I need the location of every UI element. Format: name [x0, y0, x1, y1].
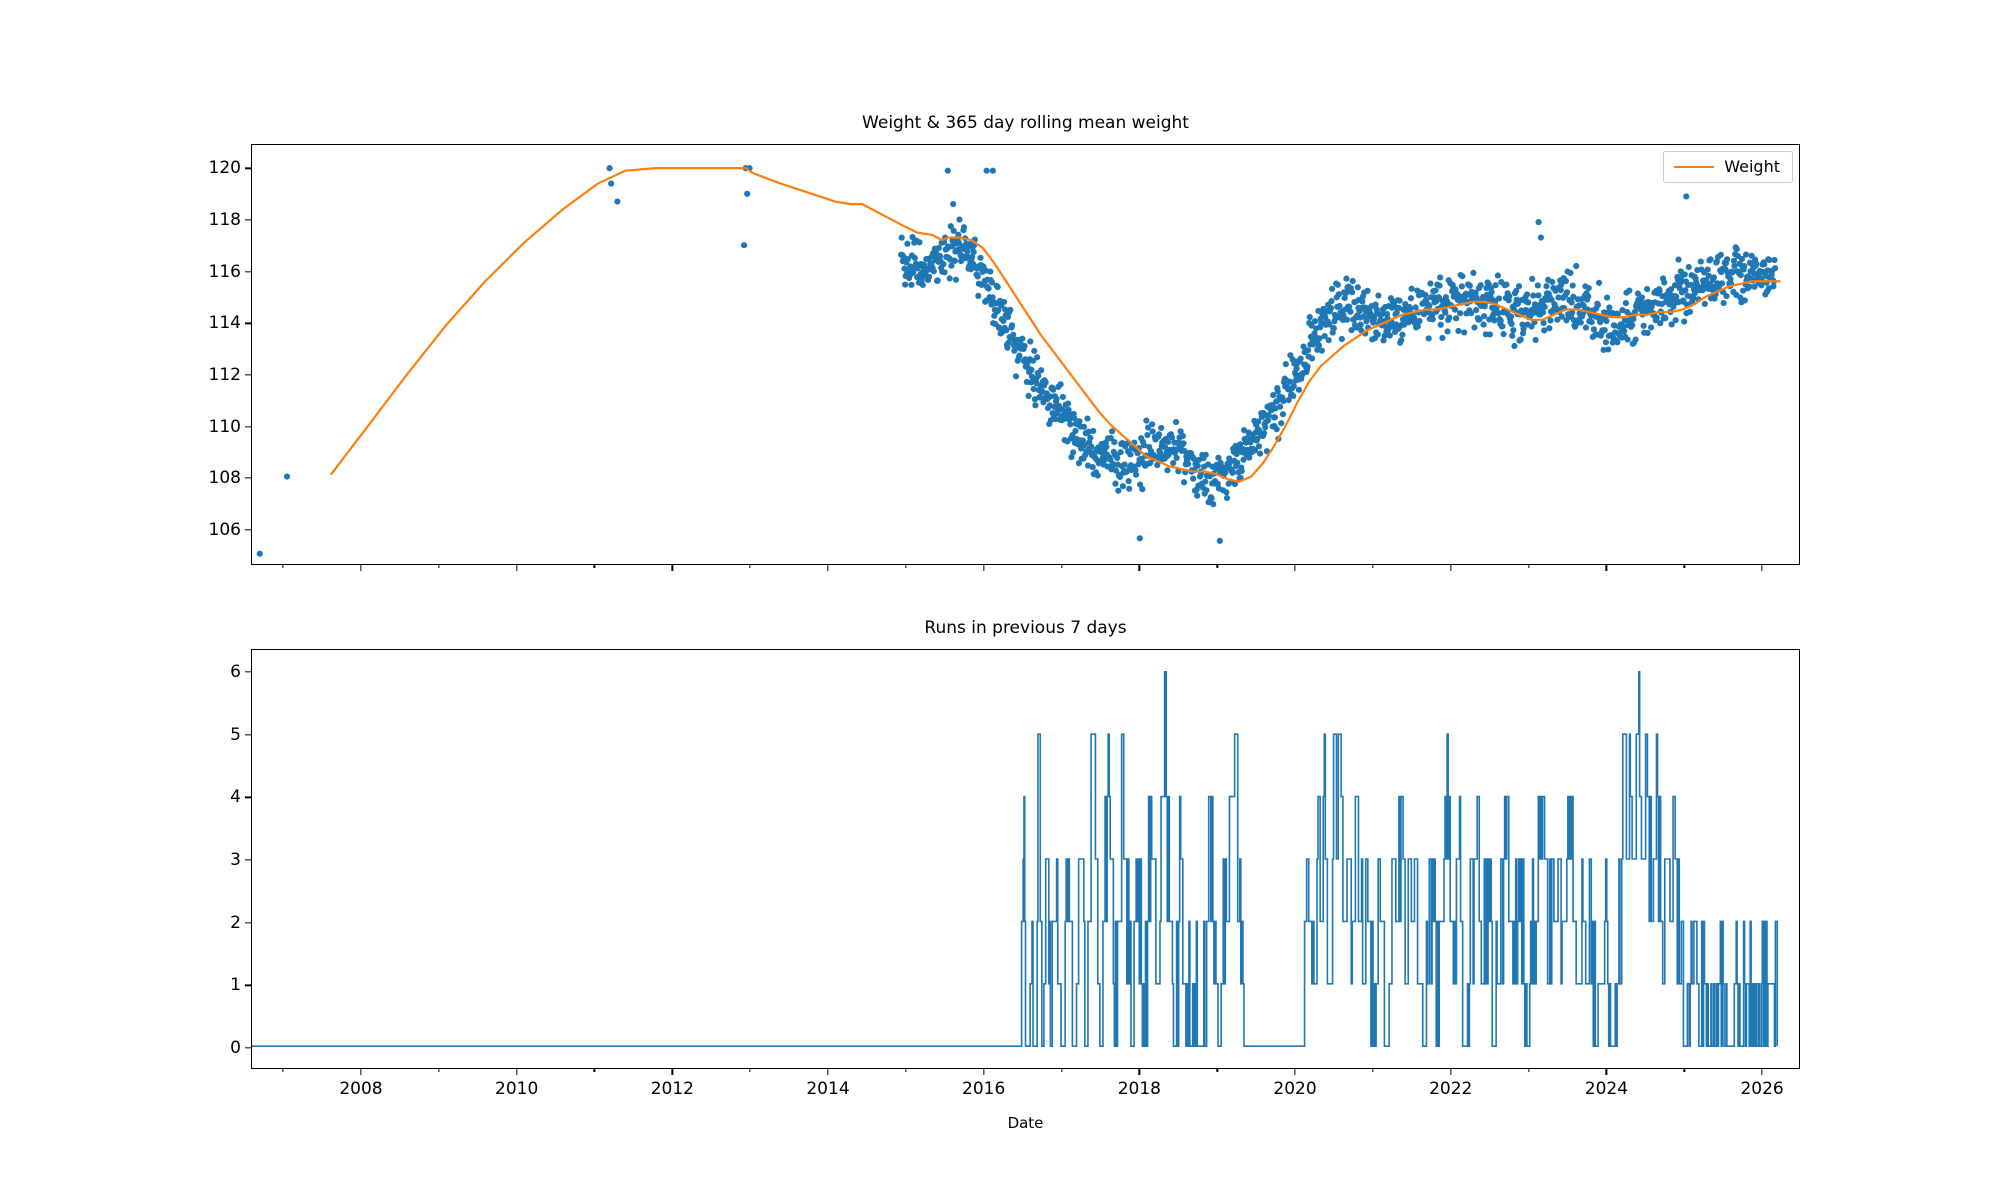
- weight-xtick-mark: [593, 564, 596, 568]
- runs-ytick-label: 5: [230, 724, 241, 745]
- runs-ytick-label: 2: [230, 912, 241, 933]
- weight-ytick-label: 108: [208, 468, 241, 489]
- weight-xtick-mark: [1450, 564, 1452, 571]
- runs-ytick-mark: [245, 984, 252, 987]
- runs-xtick-label: 2022: [1429, 1079, 1473, 1099]
- runs-xtick-mark: [749, 1068, 751, 1072]
- weight-chart-legend[interactable]: Weight: [1663, 151, 1793, 183]
- weight-xtick-mark: [749, 564, 751, 568]
- weight-ytick-mark: [245, 167, 252, 169]
- weight-plot-canvas: [256, 165, 1781, 557]
- runs-xtick-mark: [671, 1068, 673, 1075]
- legend-line-weight-icon: [1674, 166, 1715, 168]
- weight-xtick-mark: [1294, 564, 1296, 571]
- weight-xtick-mark: [1527, 564, 1530, 568]
- weight-xtick-mark: [1060, 564, 1063, 568]
- runs-xtick-mark: [360, 1068, 362, 1075]
- runs-ytick-mark: [245, 1047, 252, 1049]
- runs-xtick-mark: [1138, 1068, 1141, 1075]
- runs-xtick-label: 2024: [1584, 1079, 1629, 1099]
- runs-step-line: [252, 671, 1779, 1047]
- weight-xtick-mark: [1605, 564, 1608, 571]
- weight-xtick-mark: [1216, 564, 1218, 568]
- runs-xtick-mark: [827, 1068, 829, 1075]
- runs-ytick-label: 3: [230, 850, 241, 870]
- weight-scatter-points: [256, 165, 1779, 557]
- runs-xtick-label: 2010: [495, 1079, 539, 1099]
- weight-chart-title: Weight & 365 day rolling mean weight: [862, 113, 1189, 133]
- runs-xtick-mark: [515, 1068, 518, 1075]
- weight-xtick-mark: [827, 564, 829, 571]
- runs-xtick-mark: [1450, 1068, 1452, 1075]
- runs-xtick-mark: [1060, 1068, 1063, 1072]
- weight-ytick-mark: [245, 219, 252, 221]
- weight-xtick-mark: [905, 564, 907, 568]
- runs-ytick-label: 1: [230, 975, 241, 996]
- runs-xtick-mark: [1683, 1068, 1685, 1072]
- weight-ytick-label: 120: [208, 158, 241, 179]
- weight-ytick-label: 118: [208, 209, 241, 230]
- weight-ytick-mark: [245, 477, 252, 479]
- weight-xtick-mark: [671, 564, 673, 571]
- weight-ytick-label: 114: [208, 313, 241, 334]
- runs-xtick-mark: [1761, 1068, 1763, 1075]
- runs-xtick-label: 2016: [962, 1079, 1006, 1099]
- weight-ytick-mark: [245, 322, 252, 324]
- runs-xtick-label: 2014: [806, 1079, 850, 1099]
- runs-xtick-mark: [983, 1068, 985, 1075]
- weight-ytick-mark: [245, 529, 252, 531]
- weight-xtick-mark: [438, 564, 440, 568]
- runs-xtick-mark: [1372, 1068, 1374, 1072]
- weight-xtick-mark: [1683, 564, 1685, 568]
- weight-rolling-mean-line: [330, 167, 1781, 483]
- runs-ytick-mark: [245, 671, 252, 673]
- runs-xtick-label: 2026: [1740, 1079, 1784, 1099]
- weight-xtick-mark: [1372, 564, 1374, 568]
- weight-xtick-mark: [1138, 564, 1141, 571]
- runs-xtick-label: 2018: [1117, 1079, 1161, 1099]
- runs-chart-axes: Runs in previous 7 days 0 1 2 3 4 5 6 2008 2010…: [230, 620, 1800, 1132]
- runs-chart-xlabel: Date: [1007, 1114, 1044, 1132]
- weight-xtick-mark: [360, 564, 362, 571]
- weight-ytick-label: 110: [208, 416, 241, 437]
- runs-xtick-label: 2020: [1273, 1079, 1317, 1099]
- runs-ytick-mark: [245, 796, 252, 798]
- runs-xtick-mark: [438, 1068, 440, 1072]
- legend-label-weight: Weight: [1724, 157, 1780, 176]
- runs-ytick-label: 6: [230, 661, 241, 682]
- runs-xtick-mark: [1527, 1068, 1530, 1072]
- weight-ytick-label: 112: [208, 364, 241, 385]
- runs-ytick-mark: [245, 922, 252, 924]
- runs-xtick-mark: [905, 1068, 907, 1072]
- weight-xtick-mark: [515, 564, 518, 571]
- weight-ytick-mark: [245, 374, 252, 376]
- weight-ytick-label: 116: [208, 261, 241, 282]
- weight-chart-axes: Weight & 365 day rolling mean weight 106…: [209, 115, 1800, 571]
- runs-xtick-label: 2012: [650, 1079, 694, 1099]
- weight-ytick-mark: [245, 425, 252, 428]
- runs-xtick-mark: [1605, 1068, 1608, 1075]
- runs-xtick-mark: [282, 1068, 284, 1072]
- weight-xtick-mark: [1761, 564, 1763, 571]
- runs-xtick-mark: [593, 1068, 596, 1072]
- weight-ytick-label: 106: [208, 519, 241, 540]
- runs-ytick-mark: [245, 859, 252, 861]
- runs-ytick-mark: [245, 733, 252, 736]
- weight-xtick-mark: [983, 564, 985, 571]
- runs-plot-canvas: [252, 671, 1779, 1047]
- runs-xtick-mark: [1294, 1068, 1296, 1075]
- weight-ytick-mark: [245, 270, 252, 273]
- weight-xtick-mark: [282, 564, 284, 568]
- runs-chart-title: Runs in previous 7 days: [924, 618, 1127, 638]
- runs-ytick-label: 4: [230, 787, 241, 808]
- runs-ytick-label: 0: [230, 1038, 241, 1059]
- runs-xtick-mark: [1216, 1068, 1218, 1072]
- runs-xtick-label: 2008: [339, 1079, 383, 1099]
